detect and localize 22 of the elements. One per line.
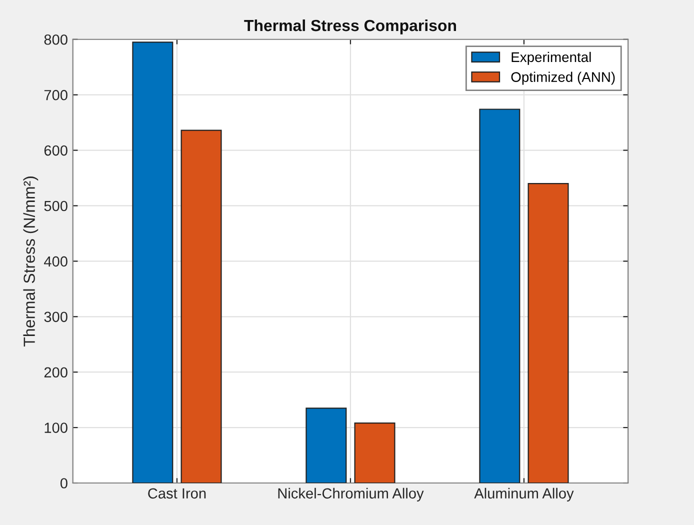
y-tick-label: 700 [44,90,68,100]
bar [306,408,347,483]
x-tick-label: Aluminum Alloy [474,488,574,502]
y-tick-label: 800 [44,34,68,45]
y-tick-label: 0 [60,478,68,488]
bar [132,42,174,483]
y-tick-label: 200 [44,367,68,378]
bar [479,108,520,483]
y-tick-label: 500 [44,200,68,212]
x-tick-label: Nickel-Chromium Alloy [278,488,424,502]
y-tick-label: 100 [44,422,68,433]
y-tick-label: 300 [44,312,68,322]
chart-title: Thermal Stress Comparison [244,19,456,34]
y-tick-label: 600 [44,145,68,156]
x-tick-label: Cast Iron [148,488,206,499]
legend-label: Experimental [512,52,591,65]
y-axis-title: Thermal Stress (N/mm²) [23,176,38,346]
bar [354,422,396,483]
y-tick-label: 400 [44,256,68,267]
legend-label: Optimized (ANN) [511,72,615,85]
bar [528,183,569,483]
bar [180,130,222,483]
